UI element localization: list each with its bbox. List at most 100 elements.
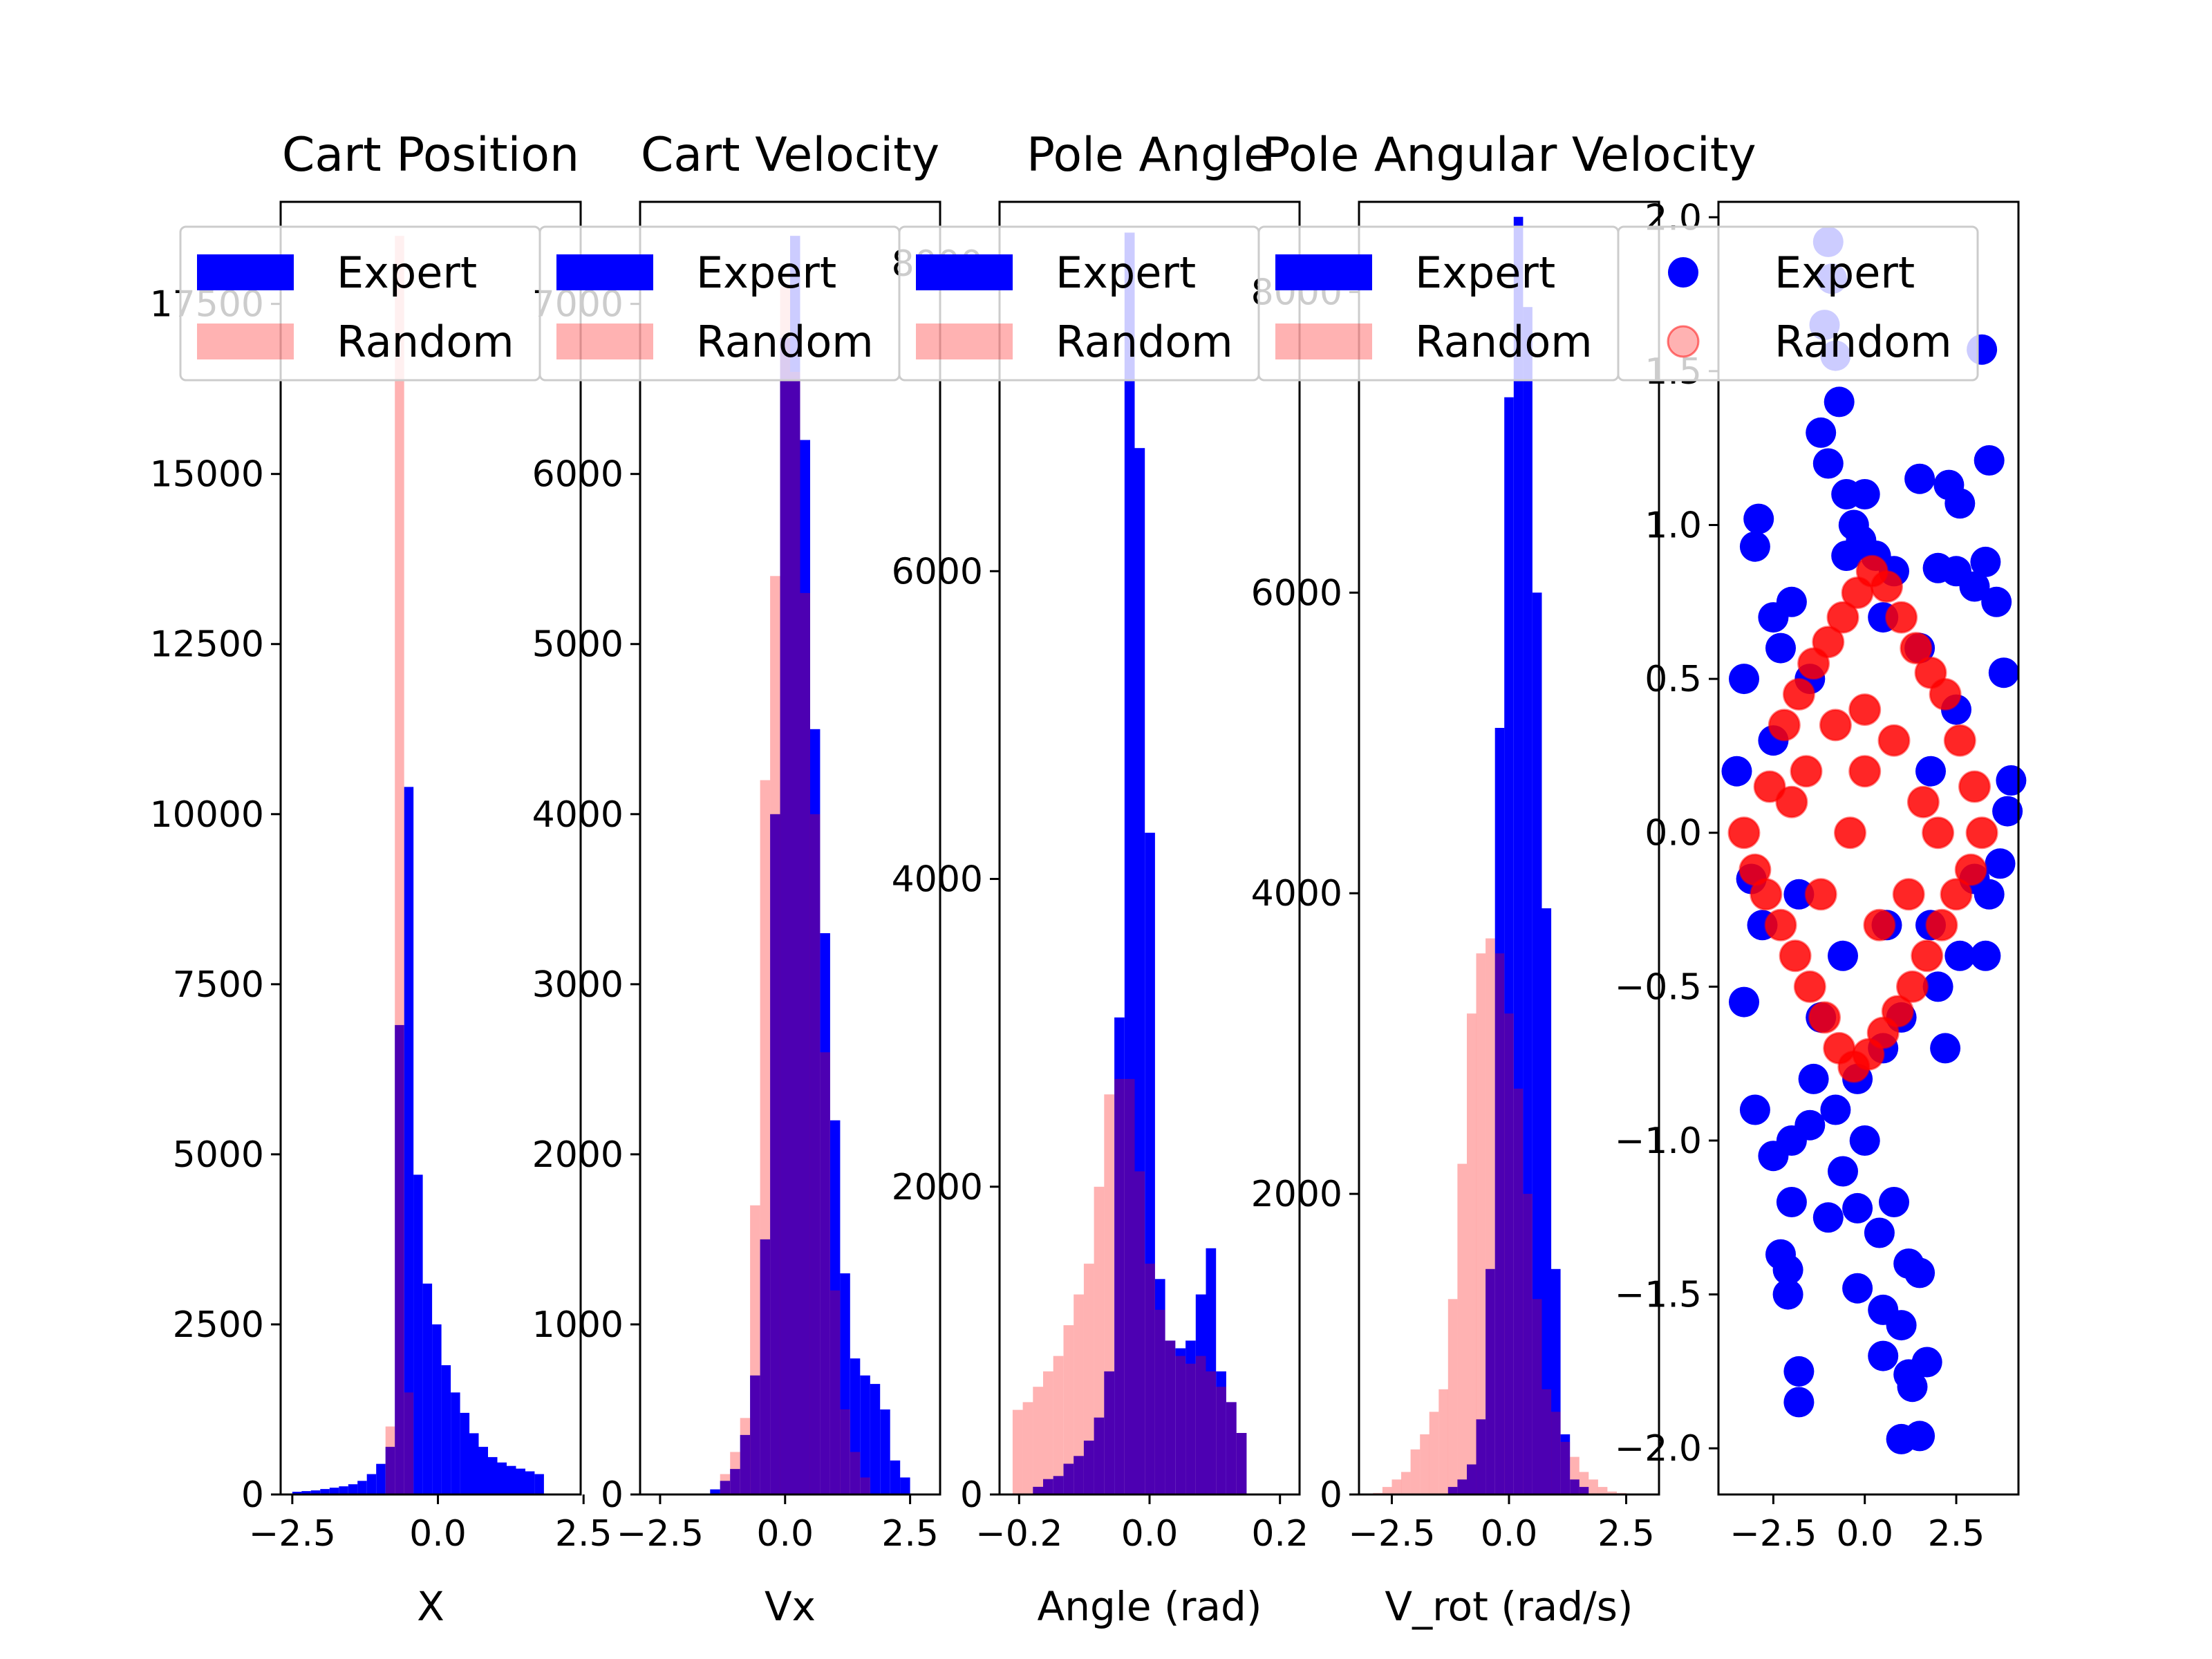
point-random bbox=[1768, 709, 1801, 742]
x-axis-label: V_rot (rad/s) bbox=[1385, 1583, 1633, 1630]
point-expert bbox=[1758, 1141, 1789, 1172]
y-tick-label: 5000 bbox=[173, 1134, 264, 1176]
bar-expert bbox=[1532, 592, 1542, 1494]
bar-random bbox=[1216, 1387, 1226, 1494]
x-tick-label: −2.5 bbox=[1348, 1513, 1435, 1555]
point-expert bbox=[1776, 1187, 1807, 1217]
bar-random bbox=[1429, 1412, 1439, 1494]
point-expert bbox=[1970, 546, 2001, 577]
subplot-title: Pole Angular Velocity bbox=[1262, 128, 1756, 182]
point-random bbox=[1823, 1031, 1856, 1065]
point-random bbox=[1848, 755, 1882, 788]
legend: Expert Random bbox=[898, 225, 1260, 382]
point-expert bbox=[1868, 1340, 1899, 1371]
point-expert bbox=[1831, 541, 1862, 571]
bar-random bbox=[1579, 1472, 1589, 1494]
bar-expert bbox=[770, 814, 780, 1494]
x-tick-label: −2.5 bbox=[617, 1513, 704, 1555]
x-tick-label: −0.2 bbox=[975, 1513, 1062, 1555]
point-random bbox=[1782, 677, 1815, 711]
bar-expert bbox=[451, 1392, 460, 1494]
bar-expert bbox=[760, 1239, 771, 1494]
bar-random bbox=[1551, 1412, 1561, 1494]
marks-scatter bbox=[1721, 226, 2027, 1454]
bar-random bbox=[1175, 1356, 1186, 1494]
bar-random bbox=[1154, 1309, 1165, 1494]
bar-expert bbox=[404, 787, 414, 1494]
y-tick-label: 6000 bbox=[1251, 572, 1342, 614]
bar-expert bbox=[800, 440, 810, 1494]
legend-label-expert: Expert bbox=[696, 247, 836, 298]
bar-expert bbox=[1043, 1479, 1053, 1494]
legend-label-expert: Expert bbox=[337, 247, 477, 298]
legend-swatch-expert bbox=[1275, 254, 1372, 290]
bar-random bbox=[1124, 1078, 1135, 1494]
bar-expert bbox=[860, 1375, 870, 1494]
bar-expert bbox=[432, 1324, 442, 1494]
bar-random bbox=[1195, 1356, 1206, 1494]
point-expert bbox=[1922, 971, 1953, 1002]
bar-expert bbox=[1467, 1464, 1477, 1494]
y-tick-label: 10000 bbox=[150, 794, 264, 836]
legend-swatch-expert bbox=[916, 254, 1013, 290]
bar-random bbox=[850, 1452, 861, 1494]
bar-expert bbox=[710, 1489, 720, 1494]
point-expert bbox=[1970, 940, 2001, 971]
legend-swatch-expert bbox=[197, 254, 294, 290]
bar-expert bbox=[478, 1447, 488, 1494]
y-tick-label: 5000 bbox=[532, 624, 624, 666]
bar-expert bbox=[720, 1481, 731, 1494]
bar-random bbox=[1022, 1402, 1033, 1494]
legend-box bbox=[1617, 225, 1979, 382]
bar-random bbox=[1476, 953, 1486, 1494]
bar-random bbox=[1165, 1340, 1176, 1494]
bar-random bbox=[1104, 1094, 1114, 1494]
bar-expert bbox=[292, 1492, 302, 1494]
bar-random bbox=[1607, 1491, 1617, 1494]
bar-expert bbox=[1154, 1279, 1165, 1494]
point-expert bbox=[1930, 1033, 1961, 1064]
point-expert bbox=[1879, 1187, 1909, 1217]
bar-expert bbox=[840, 1273, 850, 1494]
bar-random bbox=[1447, 1299, 1458, 1494]
bar-expert bbox=[809, 729, 821, 1494]
bar-expert bbox=[385, 1447, 395, 1494]
x-tick-label: 0.0 bbox=[1836, 1513, 1893, 1555]
bar-random bbox=[1457, 1163, 1467, 1494]
bar-random bbox=[1114, 1078, 1125, 1494]
point-expert bbox=[1729, 986, 1759, 1018]
bar-random bbox=[1401, 1472, 1411, 1494]
bar-random bbox=[1513, 1088, 1524, 1494]
bar-expert bbox=[1033, 1486, 1043, 1494]
point-expert bbox=[1904, 1421, 1936, 1452]
bar-expert bbox=[441, 1365, 451, 1494]
legend-label-random: Random bbox=[1056, 317, 1233, 367]
bar-expert bbox=[1513, 216, 1524, 1495]
point-expert bbox=[1812, 448, 1844, 479]
bar-random bbox=[830, 1290, 841, 1494]
y-tick-label: 2500 bbox=[173, 1304, 264, 1346]
point-expert bbox=[1765, 632, 1796, 664]
bar-random bbox=[1145, 1264, 1155, 1494]
x-tick-label: 2.5 bbox=[555, 1513, 612, 1555]
legend-label-random: Random bbox=[337, 317, 514, 367]
bar-expert bbox=[460, 1412, 470, 1494]
y-tick-label: 4000 bbox=[532, 794, 624, 836]
bar-expert bbox=[1541, 908, 1552, 1494]
subplot-cart-velocity: −2.50.02.501000200030004000500060007000 … bbox=[532, 128, 941, 1630]
bar-expert bbox=[413, 1174, 423, 1494]
legend-swatch-random bbox=[556, 324, 653, 359]
bar-random bbox=[404, 1392, 414, 1494]
point-expert bbox=[1812, 1202, 1844, 1233]
bar-random bbox=[385, 1426, 395, 1494]
bar-expert bbox=[534, 1474, 544, 1494]
bar-expert bbox=[516, 1468, 525, 1494]
y-tick-label: 0 bbox=[241, 1474, 264, 1516]
point-random bbox=[1779, 939, 1812, 973]
bar-random bbox=[1053, 1356, 1064, 1494]
bar-random bbox=[1560, 1441, 1571, 1494]
bar-expert bbox=[1476, 1419, 1486, 1494]
subplot-pole-angular-velocity: −2.50.02.502000400060008000 Pole Angular… bbox=[1251, 128, 1756, 1630]
point-random bbox=[1764, 908, 1797, 941]
x-tick-label: 0.0 bbox=[1121, 1513, 1179, 1555]
